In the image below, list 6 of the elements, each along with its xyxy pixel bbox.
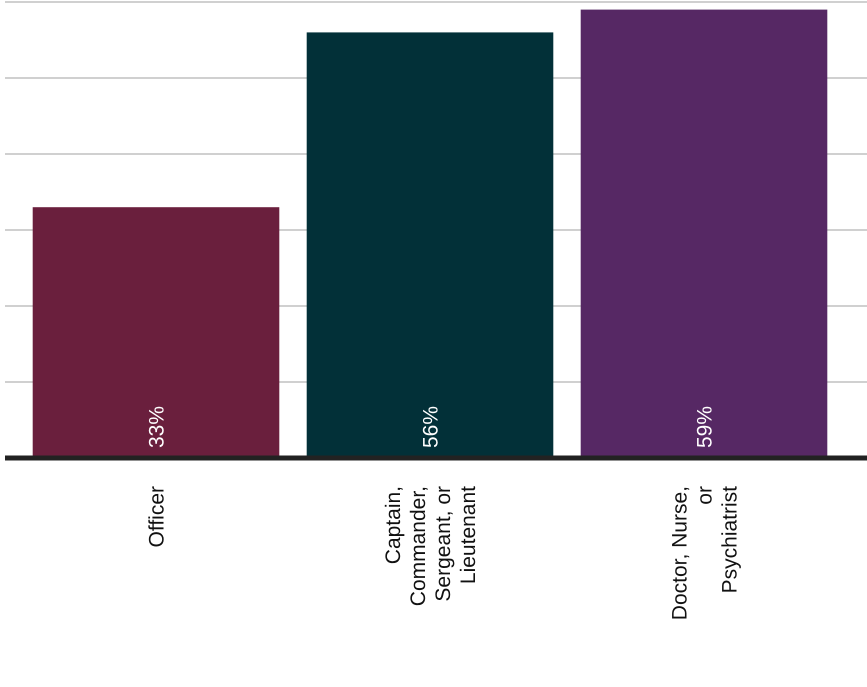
data-label: 59% — [693, 406, 716, 448]
x-tick-label: Officer — [145, 486, 168, 548]
data-label: 56% — [419, 406, 442, 448]
x-tick-label: Doctor, Nurse, or Psychiatrist — [668, 486, 742, 620]
x-tick-label: Captain, Commander, Sergeant, or Lieutenant — [382, 486, 480, 606]
data-label: 33% — [145, 406, 168, 448]
